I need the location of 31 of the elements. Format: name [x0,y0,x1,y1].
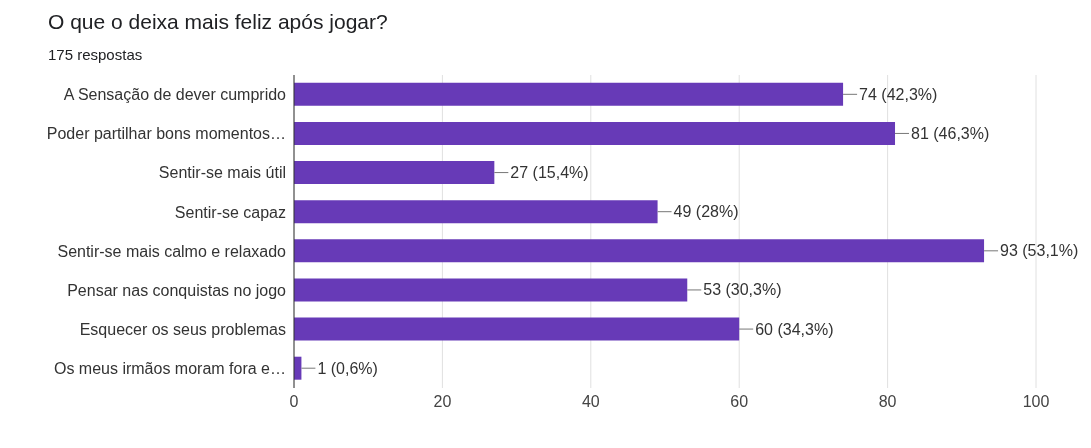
bar [294,161,495,185]
data-label: 53 (30,3%) [703,281,782,299]
y-tick-label: Sentir-se capaz [174,203,286,221]
x-tick-label: 80 [878,393,897,411]
y-tick-label: Sentir-se mais calmo e relaxado [57,242,287,260]
data-label: 81 (46,3%) [911,124,990,142]
x-tick-label: 60 [730,393,749,411]
bar [294,317,740,341]
x-tick-label: 20 [433,393,452,411]
bar [294,82,844,106]
data-label: 27 (15,4%) [510,164,589,182]
bar [294,200,658,224]
y-tick-label: Sentir-se mais útil [158,164,286,182]
x-tick-label: 0 [289,393,299,411]
data-label: 93 (53,1%) [1000,242,1079,260]
data-label: 60 (34,3%) [755,320,834,338]
data-label: 49 (28%) [673,203,739,221]
y-tick-label: Os meus irmãos moram fora e… [53,360,286,378]
data-label: 74 (42,3%) [859,85,938,103]
y-tick-label: Poder partilhar bons momentos… [46,125,286,143]
bar [294,239,985,263]
bar [294,121,896,145]
data-label: 1 (0,6%) [317,359,378,377]
y-tick-label: Esquecer os seus problemas [79,320,286,338]
y-tick-label: Pensar nas conquistas no jogo [67,281,287,299]
y-tick-label: A Sensação de dever cumprido [63,86,287,104]
x-tick-label: 100 [1022,393,1050,411]
bar [294,278,688,302]
chart-title: O que o deixa mais feliz após jogar? [48,10,389,34]
x-tick-label: 40 [581,393,600,411]
text: 175 respostas [48,46,144,63]
